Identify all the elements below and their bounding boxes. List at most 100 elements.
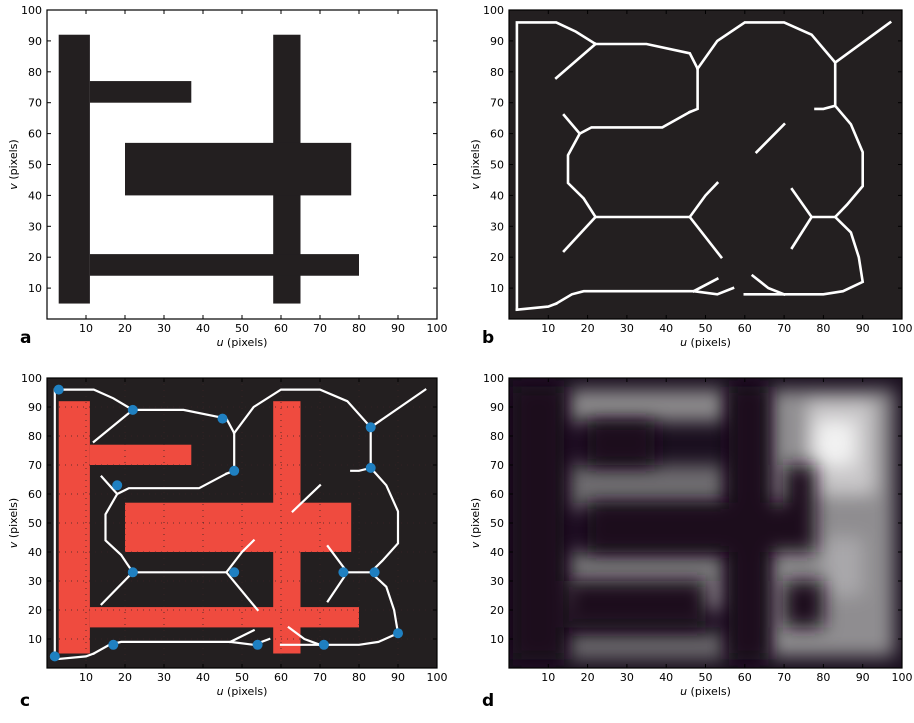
y-tick-label: 30 (28, 220, 42, 233)
heat-cold-region-1 (587, 421, 655, 465)
y-tick-label: 100 (21, 4, 42, 17)
x-tick-label: 80 (352, 671, 366, 684)
skeleton-path-8 (562, 215, 598, 253)
x-axis-label: u (pixels) (217, 336, 268, 349)
roadmap-node-8 (127, 567, 138, 578)
y-tick-label: 40 (28, 546, 42, 559)
x-tick-label: 20 (118, 322, 132, 335)
x-tick-label: 10 (541, 322, 555, 335)
skeleton-path-3 (369, 388, 427, 429)
x-tick-label: 70 (777, 671, 791, 684)
skeleton-path-11 (782, 215, 865, 296)
heat-region-4 (567, 633, 726, 660)
y-tick-label: 80 (490, 66, 504, 79)
y-tick-label: 60 (490, 128, 504, 141)
roadmap-node-12 (393, 628, 403, 639)
x-tick-label: 70 (313, 671, 327, 684)
roadmap-node-9 (229, 567, 240, 578)
skeleton-path-2 (695, 21, 837, 111)
skeleton-path-14 (228, 628, 256, 644)
heat-region-7 (815, 421, 855, 465)
x-tick-label: 80 (816, 322, 830, 335)
x-tick-label: 100 (892, 671, 913, 684)
y-tick-label: 90 (28, 35, 42, 48)
x-tick-label: 10 (79, 322, 93, 335)
heat-region-8 (823, 537, 863, 596)
y-tick-label: 90 (28, 401, 42, 414)
y-tick-label: 80 (490, 430, 504, 443)
obstacle-c-5 (89, 607, 360, 628)
roadmap-node-13 (49, 651, 60, 662)
heat-cold-region-6 (784, 581, 824, 628)
x-tick-label: 20 (581, 671, 595, 684)
heat-cold-region-3 (567, 581, 706, 628)
x-tick-label: 40 (196, 322, 210, 335)
heat-region-2 (567, 465, 726, 509)
y-tick-label: 40 (28, 189, 42, 202)
roadmap-node-3 (217, 413, 228, 424)
obstacle-c-2 (89, 444, 192, 465)
skeleton-path-2 (232, 388, 372, 472)
skeleton-path-1 (515, 21, 699, 311)
skeleton-path-13 (554, 286, 735, 306)
skeleton-path-6 (100, 472, 228, 496)
x-tick-label: 60 (274, 322, 288, 335)
x-tick-label: 30 (620, 671, 634, 684)
y-tick-label: 90 (490, 401, 504, 414)
y-tick-label: 70 (490, 97, 504, 110)
x-tick-label: 50 (699, 671, 713, 684)
x-tick-label: 60 (738, 322, 752, 335)
skeleton-path-7 (566, 131, 720, 219)
heat-cold-region-4 (729, 386, 769, 660)
y-tick-label: 60 (490, 488, 504, 501)
roadmap-node-6 (365, 462, 376, 473)
x-tick-label: 60 (274, 671, 288, 684)
x-tick-label: 30 (157, 671, 171, 684)
y-tick-label: 50 (28, 159, 42, 172)
x-tick-label: 50 (699, 322, 713, 335)
x-axis-label: u (pixels) (680, 336, 731, 349)
panel-letter-d: d (482, 691, 494, 711)
x-tick-label: 10 (541, 671, 555, 684)
roadmap-node-7 (112, 480, 123, 491)
x-tick-label: 100 (427, 322, 448, 335)
x-tick-label: 80 (352, 322, 366, 335)
y-tick-label: 70 (490, 459, 504, 472)
skeleton-path-12 (790, 215, 814, 250)
y-tick-label: 70 (28, 459, 42, 472)
y-axis-label: v (pixels) (7, 139, 20, 189)
panel-b: 10 20 30 40 50 60 70 80 90 100 10 20 30 40 50 60 70 80 90 1… (469, 4, 913, 349)
obstacle-4 (125, 142, 352, 196)
x-tick-label: 40 (196, 671, 210, 684)
y-tick-label: 100 (483, 372, 504, 385)
x-tick-label: 10 (79, 671, 93, 684)
roadmap-node-16 (318, 639, 329, 650)
x-tick-label: 90 (391, 671, 405, 684)
y-tick-label: 60 (28, 488, 42, 501)
panel-letter-a: a (20, 328, 31, 348)
roadmap-node-11 (369, 567, 380, 578)
y-tick-label: 50 (490, 517, 504, 530)
skeleton-path-5 (554, 42, 598, 80)
heat-region-1 (567, 389, 726, 422)
y-tick-label: 80 (28, 66, 42, 79)
roadmap-node-2 (127, 404, 138, 415)
heat-cold-region-5 (512, 386, 565, 660)
obstacle-c-4 (125, 502, 352, 552)
y-tick-label: 20 (28, 604, 42, 617)
skeleton-path-5 (92, 408, 135, 444)
roadmap-node-5 (229, 465, 240, 476)
obstacle-1 (58, 34, 90, 304)
y-tick-label: 50 (28, 517, 42, 530)
x-tick-label: 40 (659, 322, 673, 335)
roadmap-node-15 (252, 639, 263, 650)
x-tick-label: 90 (391, 322, 405, 335)
heat-cold-region-7 (784, 465, 816, 509)
x-axis-label: u (pixels) (217, 685, 268, 698)
y-axis-label: v (pixels) (469, 498, 482, 548)
y-tick-label: 40 (490, 189, 504, 202)
skeleton-path-7 (104, 492, 256, 574)
x-tick-label: 90 (856, 671, 870, 684)
y-tick-label: 80 (28, 430, 42, 443)
